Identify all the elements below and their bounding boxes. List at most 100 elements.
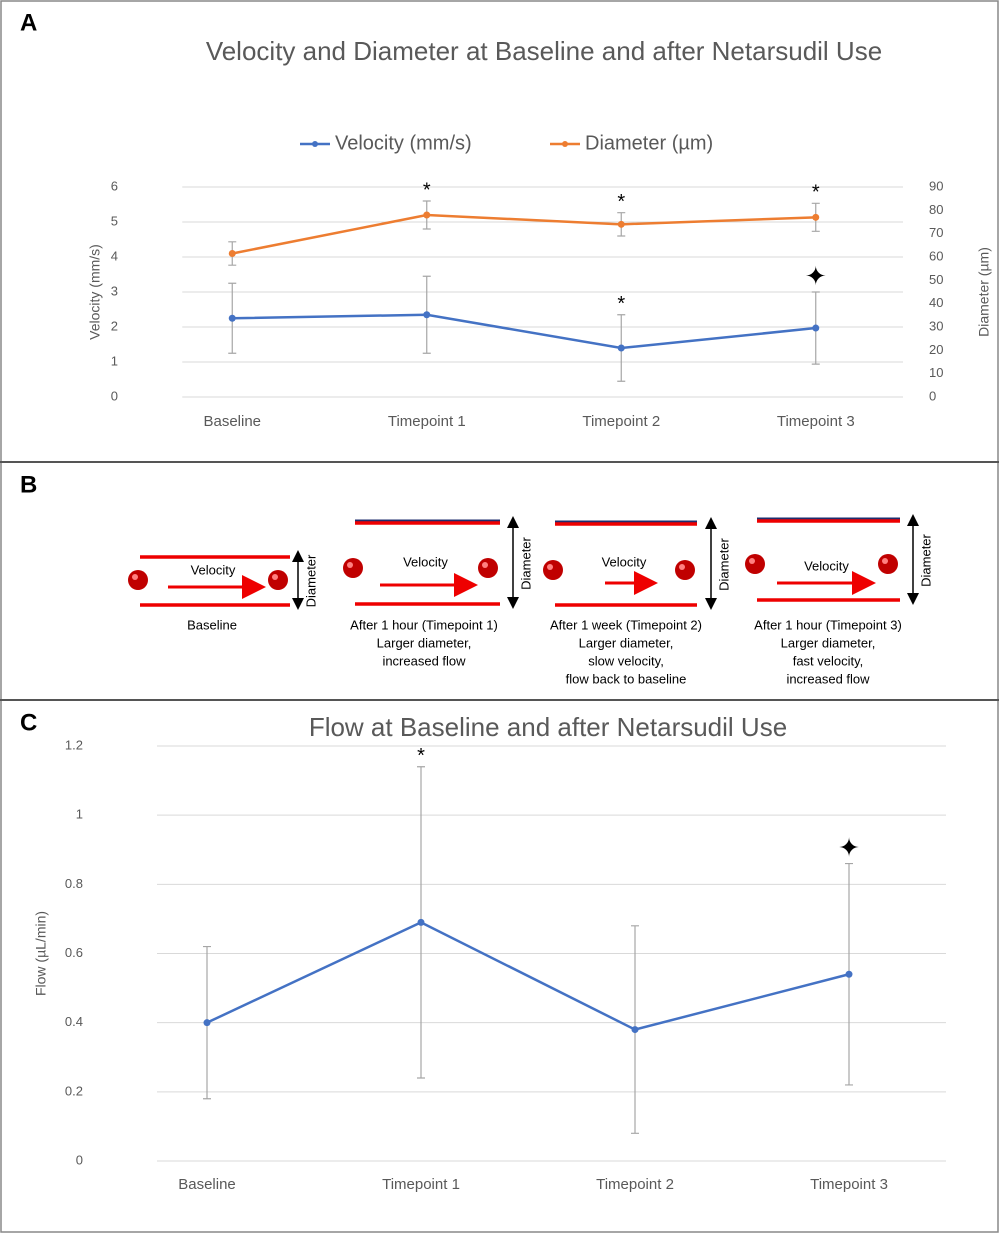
panel-label: B (20, 471, 37, 498)
y2-tick-label: 10 (929, 365, 943, 380)
x-tick-label: Timepoint 1 (382, 1176, 460, 1193)
cell-highlight (272, 574, 278, 580)
velocity-label: Velocity (602, 554, 647, 569)
x-tick-label: Timepoint 1 (388, 413, 466, 430)
y2-tick-label: 60 (929, 248, 943, 263)
diameter-label: Diameter (303, 554, 318, 607)
diagram: Velocity Diameter Baseline Velocity Diameter… (128, 517, 933, 686)
red-blood-cell (478, 558, 498, 578)
data-point (846, 971, 853, 978)
red-blood-cell (343, 558, 363, 578)
scene-caption: After 1 hour (Timepoint 1) (350, 617, 498, 632)
legend-label: Velocity (mm/s) (335, 132, 472, 154)
y2-tick-label: 0 (929, 388, 936, 403)
significance-marker: * (417, 745, 425, 767)
scene-caption: After 1 week (Timepoint 2) (550, 617, 702, 632)
scene-caption: Larger diameter, (377, 635, 472, 650)
significance-marker: ✦ (838, 832, 860, 862)
x-tick-label: Timepoint 3 (777, 413, 855, 430)
data-point (423, 311, 430, 318)
cell-highlight (749, 558, 755, 564)
data-point (423, 212, 430, 219)
series-line (232, 315, 816, 348)
scene-caption: Larger diameter, (781, 635, 876, 650)
cell-highlight (882, 558, 888, 564)
y-tick-label: 1.2 (65, 737, 83, 752)
data-point (204, 1019, 211, 1026)
velocity-label: Velocity (804, 558, 849, 573)
scene-caption: Baseline (187, 617, 237, 632)
scene-caption: After 1 hour (Timepoint 3) (754, 617, 902, 632)
data-point (812, 214, 819, 221)
y2-tick-label: 70 (929, 225, 943, 240)
chart-title: Velocity and Diameter at Baseline and af… (206, 36, 882, 66)
y-axis-label: Flow (µL/min) (33, 911, 49, 996)
red-blood-cell (745, 554, 765, 574)
legend-swatch-dot (562, 141, 568, 147)
cell-highlight (347, 562, 353, 568)
y-tick-label: 0 (111, 388, 118, 403)
data-point (229, 250, 236, 257)
x-tick-label: Timepoint 2 (596, 1176, 674, 1193)
velocity-label: Velocity (191, 562, 236, 577)
y2-tick-label: 80 (929, 202, 943, 217)
data-point (418, 919, 425, 926)
x-tick-label: Timepoint 2 (582, 413, 660, 430)
chart-title: Flow at Baseline and after Netarsudil Us… (309, 712, 787, 742)
data-point (618, 221, 625, 228)
cell-highlight (482, 562, 488, 568)
red-blood-cell (268, 570, 288, 590)
y2-tick-label: 20 (929, 342, 943, 357)
figure: A Velocity and Diameter at Baseline and a… (0, 0, 999, 1233)
scene-caption: slow velocity, (588, 653, 664, 668)
y2-axis-label: Diameter (µm) (976, 247, 992, 337)
y-tick-label: 4 (111, 248, 118, 263)
cell-highlight (679, 564, 685, 570)
y-axis-label: Velocity (mm/s) (87, 244, 103, 340)
y2-tick-label: 50 (929, 272, 943, 287)
scene-caption: flow back to baseline (566, 671, 687, 686)
cell-highlight (547, 564, 553, 570)
diameter-label: Diameter (716, 537, 731, 590)
y-tick-label: 3 (111, 283, 118, 298)
scene-caption: increased flow (382, 653, 466, 668)
significance-marker: * (617, 293, 625, 315)
red-blood-cell (128, 570, 148, 590)
data-point (812, 325, 819, 332)
cell-highlight (132, 574, 138, 580)
y-tick-label: 0.8 (65, 876, 83, 891)
y-tick-label: 0 (76, 1152, 83, 1167)
scene-caption: Larger diameter, (579, 635, 674, 650)
data-point (632, 1026, 639, 1033)
panel-label: A (20, 9, 37, 36)
x-tick-label: Timepoint 3 (810, 1176, 888, 1193)
y-tick-label: 1 (76, 807, 83, 822)
red-blood-cell (878, 554, 898, 574)
y-tick-label: 6 (111, 178, 118, 193)
significance-marker: * (617, 191, 625, 213)
velocity-label: Velocity (403, 554, 448, 569)
series-line (207, 922, 849, 1029)
y-tick-label: 2 (111, 318, 118, 333)
data-point (229, 315, 236, 322)
diameter-label: Diameter (918, 533, 933, 586)
significance-marker: * (812, 182, 820, 204)
legend-label: Diameter (µm) (585, 132, 713, 154)
panel-label: C (20, 709, 37, 736)
significance-marker: * (423, 179, 431, 201)
scene-caption: fast velocity, (793, 653, 864, 668)
data-point (618, 345, 625, 352)
y2-tick-label: 90 (929, 178, 943, 193)
y-tick-label: 0.4 (65, 1014, 83, 1029)
red-blood-cell (543, 560, 563, 580)
x-tick-label: Baseline (178, 1176, 236, 1193)
red-blood-cell (675, 560, 695, 580)
y-tick-label: 5 (111, 213, 118, 228)
legend-swatch-dot (312, 141, 318, 147)
y-tick-label: 0.2 (65, 1083, 83, 1098)
scene-caption: increased flow (786, 671, 870, 686)
y2-tick-label: 30 (929, 318, 943, 333)
x-tick-label: Baseline (203, 413, 261, 430)
y2-tick-label: 40 (929, 295, 943, 310)
y-tick-label: 0.6 (65, 945, 83, 960)
